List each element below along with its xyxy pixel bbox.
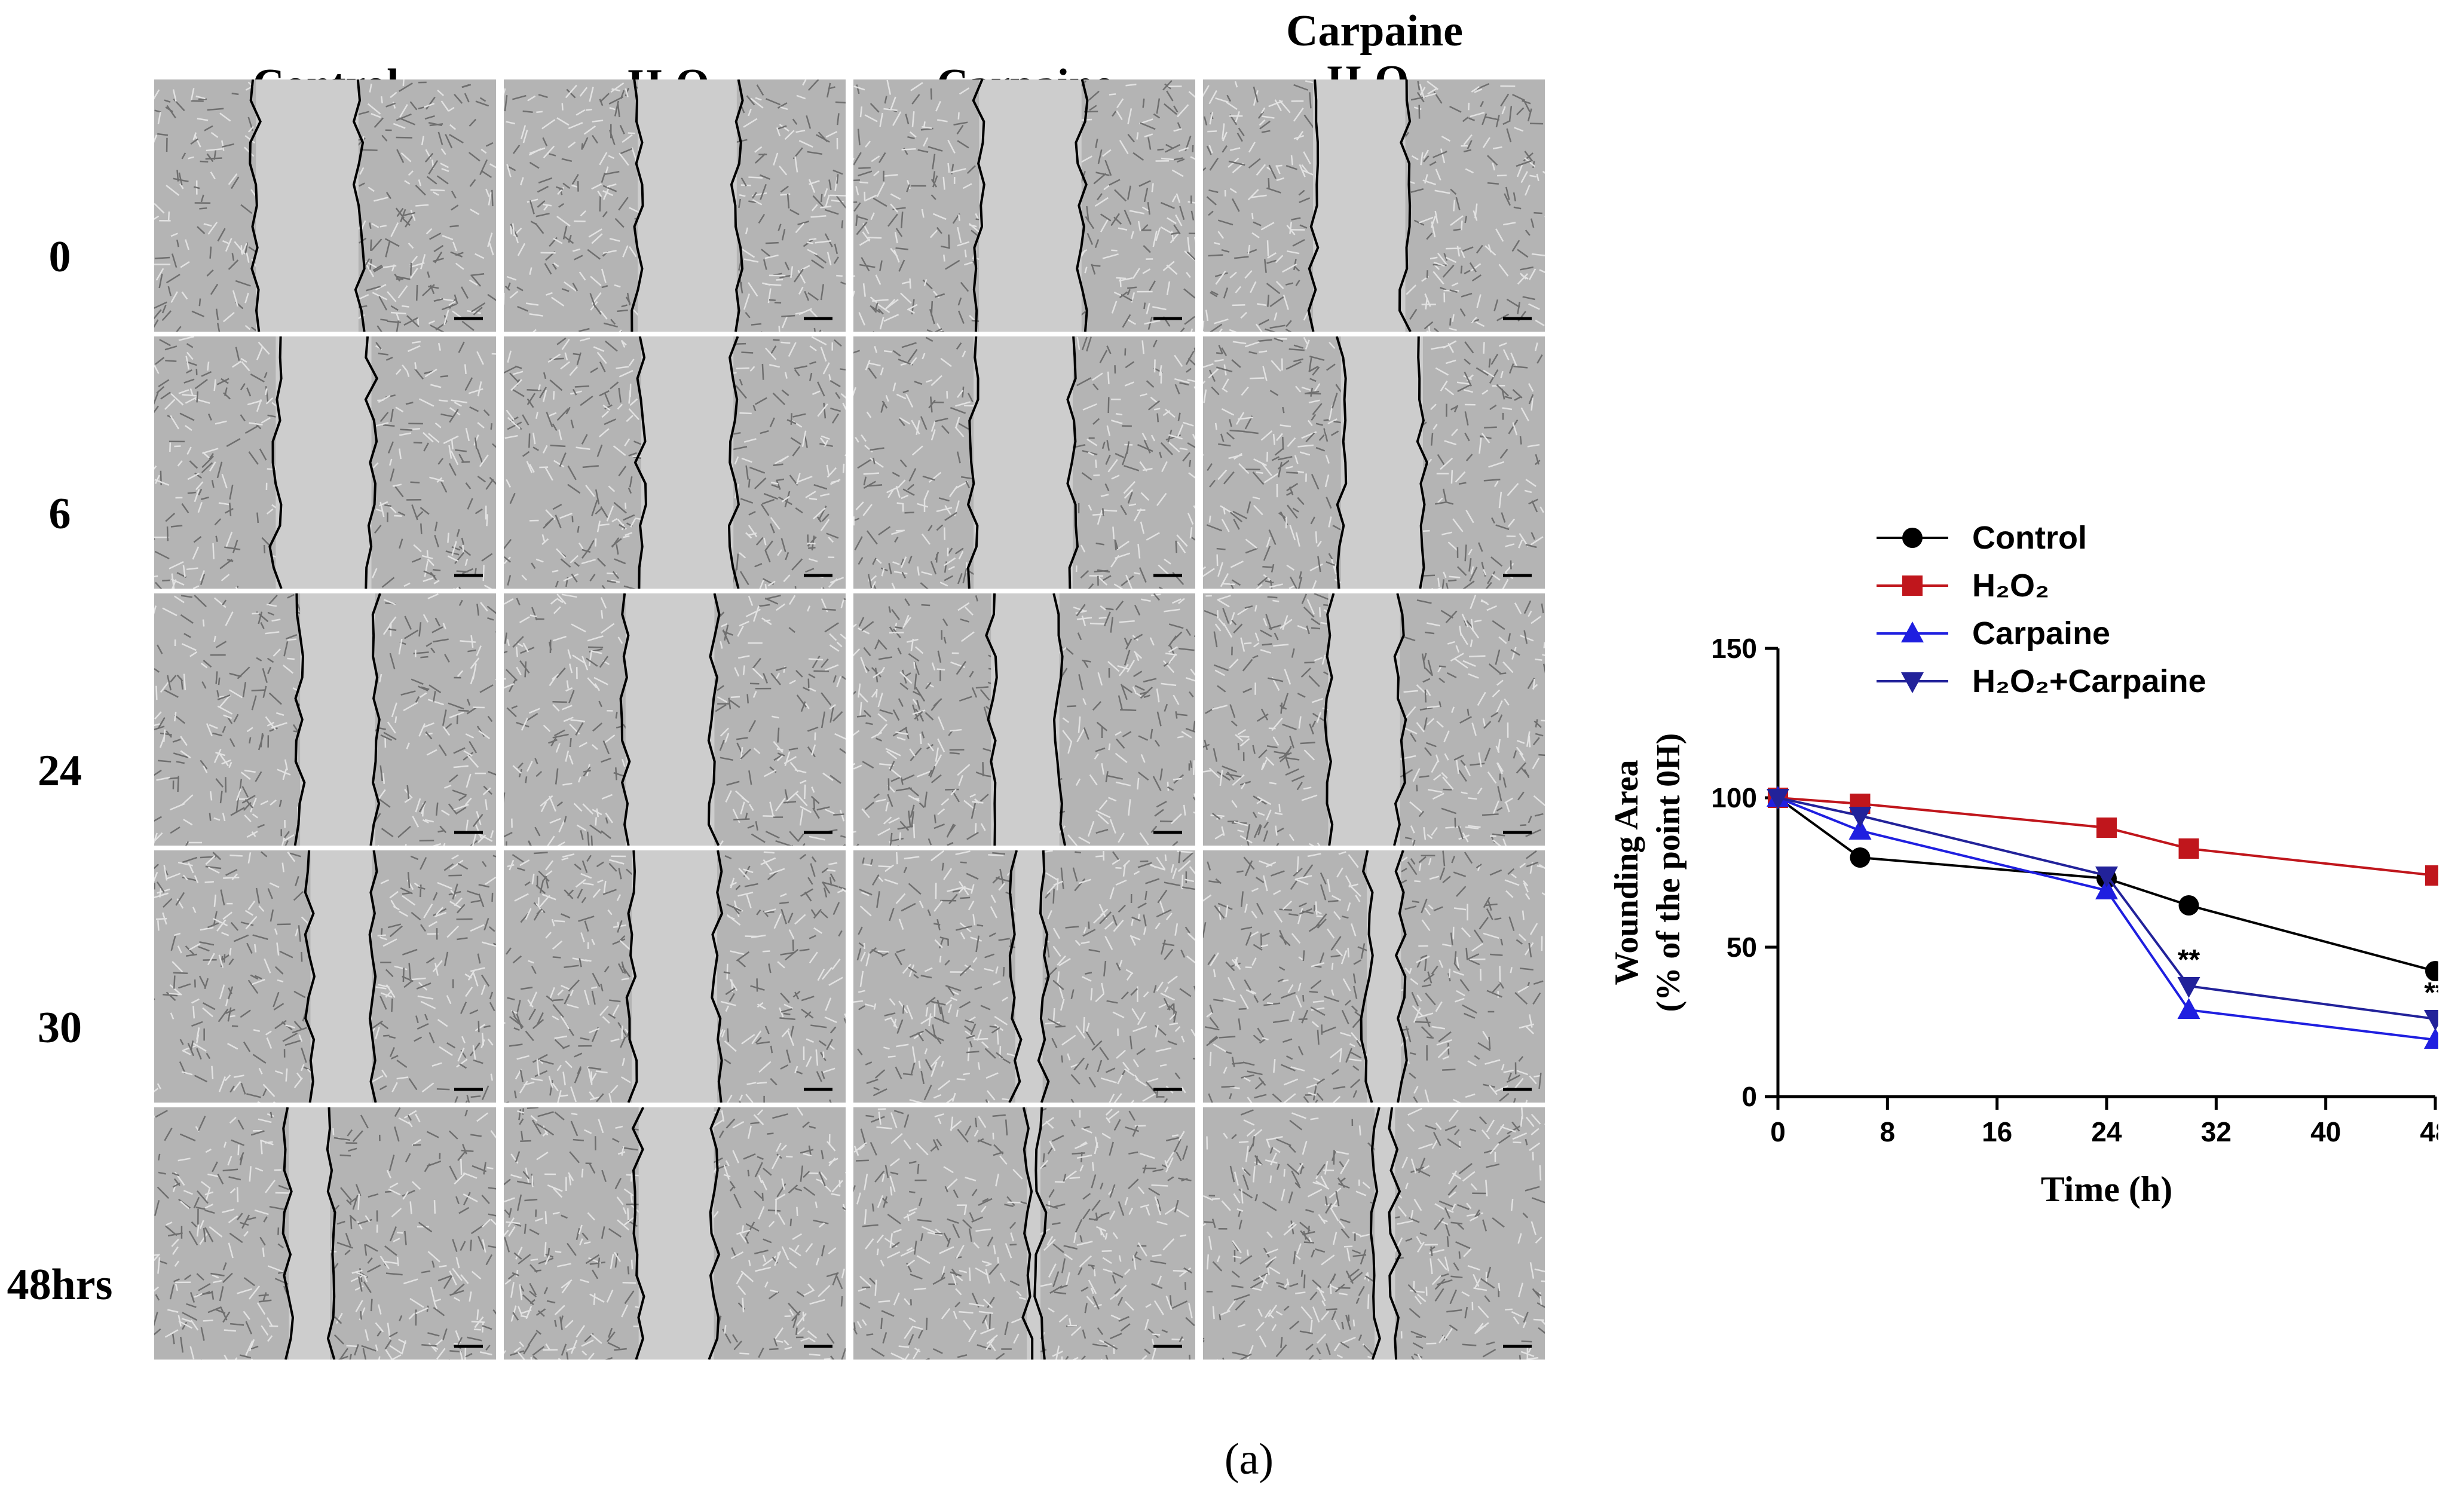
micrograph-r1-c2 (853, 336, 1195, 589)
x-axis-label: Time (h) (2041, 1169, 2173, 1209)
wound-area-chart: 0 8 16 24 32 40 48 0 50 100 150 Time (h) Wounding Ar… (1608, 520, 2438, 1209)
micrograph-r1-c0 (154, 336, 496, 589)
micrograph-r1-c1 (504, 336, 846, 589)
y-tick-label: 100 (1711, 782, 1757, 813)
micrograph-r0-c1 (504, 79, 846, 332)
micrograph-r3-c1 (504, 850, 846, 1103)
legend-marker-3 (1901, 672, 1924, 693)
micrograph-r4-c2 (853, 1107, 1195, 1360)
figure-caption: (a) (1224, 1435, 1274, 1484)
data-point-s3-4 (2424, 1010, 2438, 1031)
row-label-30h: 30 (38, 1003, 82, 1052)
significance-annotation-1: ** (2424, 977, 2438, 1009)
micrograph-r4-c1 (504, 1107, 846, 1360)
y-tick-label: 0 (1741, 1081, 1757, 1112)
column-header-line1: Carpaine (1286, 7, 1463, 56)
micrograph-r3-c3 (1203, 850, 1545, 1103)
micrograph-r2-c3 (1203, 593, 1545, 846)
data-point-s2-2 (2095, 878, 2118, 899)
micrograph-r0-c0 (154, 79, 496, 332)
legend-marker-1 (1902, 575, 1923, 596)
micrograph-r0-c2 (853, 79, 1195, 332)
legend-label-3: H₂O₂+Carpaine (1972, 663, 2206, 699)
x-tick-label: 24 (2091, 1116, 2122, 1147)
x-tick-label: 48 (2420, 1116, 2438, 1147)
y-axis-label-2: (% of the point 0H) (1650, 733, 1687, 1012)
y-tick-label: 50 (1727, 932, 1757, 963)
data-point-s0-4 (2425, 961, 2438, 981)
legend-marker-2 (1901, 621, 1924, 642)
micrograph-r0-c3 (1203, 79, 1545, 332)
data-point-s1-2 (2096, 818, 2117, 838)
x-tick-label: 8 (1880, 1116, 1896, 1147)
x-tick-label: 32 (2201, 1116, 2232, 1147)
row-label-6h: 6 (48, 489, 71, 538)
data-point-s0-3 (2178, 895, 2199, 916)
micrograph-r2-c0 (154, 593, 496, 846)
data-point-s2-1 (1848, 819, 1872, 840)
micrograph-r3-c0 (154, 850, 496, 1103)
data-point-s3-2 (2095, 867, 2118, 887)
data-point-s2-3 (2177, 998, 2200, 1019)
micrograph-r3-c2 (853, 850, 1195, 1103)
data-point-s3-0 (1767, 789, 1789, 810)
micrograph-r2-c2 (853, 593, 1195, 846)
micrograph-r1-c3 (1203, 336, 1545, 589)
micrograph-r4-c3 (1203, 1107, 1545, 1360)
legend-marker-0 (1902, 528, 1923, 548)
data-point-s1-3 (2178, 838, 2199, 859)
y-axis-label: Wounding Area (1608, 760, 1645, 985)
data-point-s3-1 (1848, 807, 1872, 828)
legend-label-0: Control (1972, 520, 2087, 556)
row-label-48h: 48hrs (7, 1260, 113, 1309)
data-point-s3-3 (2177, 977, 2200, 998)
legend-label-2: Carpaine (1972, 616, 2110, 651)
x-tick-label: 40 (2310, 1116, 2341, 1147)
y-tick-label: 150 (1711, 633, 1757, 664)
x-tick-label: 0 (1770, 1116, 1786, 1147)
x-tick-label: 16 (1982, 1116, 2012, 1147)
row-label-24h: 24 (38, 746, 82, 795)
data-point-s0-1 (1850, 847, 1871, 868)
micrograph-r4-c0 (154, 1107, 496, 1360)
data-point-s1-4 (2425, 865, 2438, 886)
row-label-0h: 0 (48, 232, 71, 281)
micrograph-r2-c1 (504, 593, 846, 846)
legend-label-1: H₂O₂ (1972, 568, 2049, 604)
data-point-s2-4 (2424, 1028, 2438, 1049)
significance-annotation-0: ** (2178, 944, 2200, 976)
